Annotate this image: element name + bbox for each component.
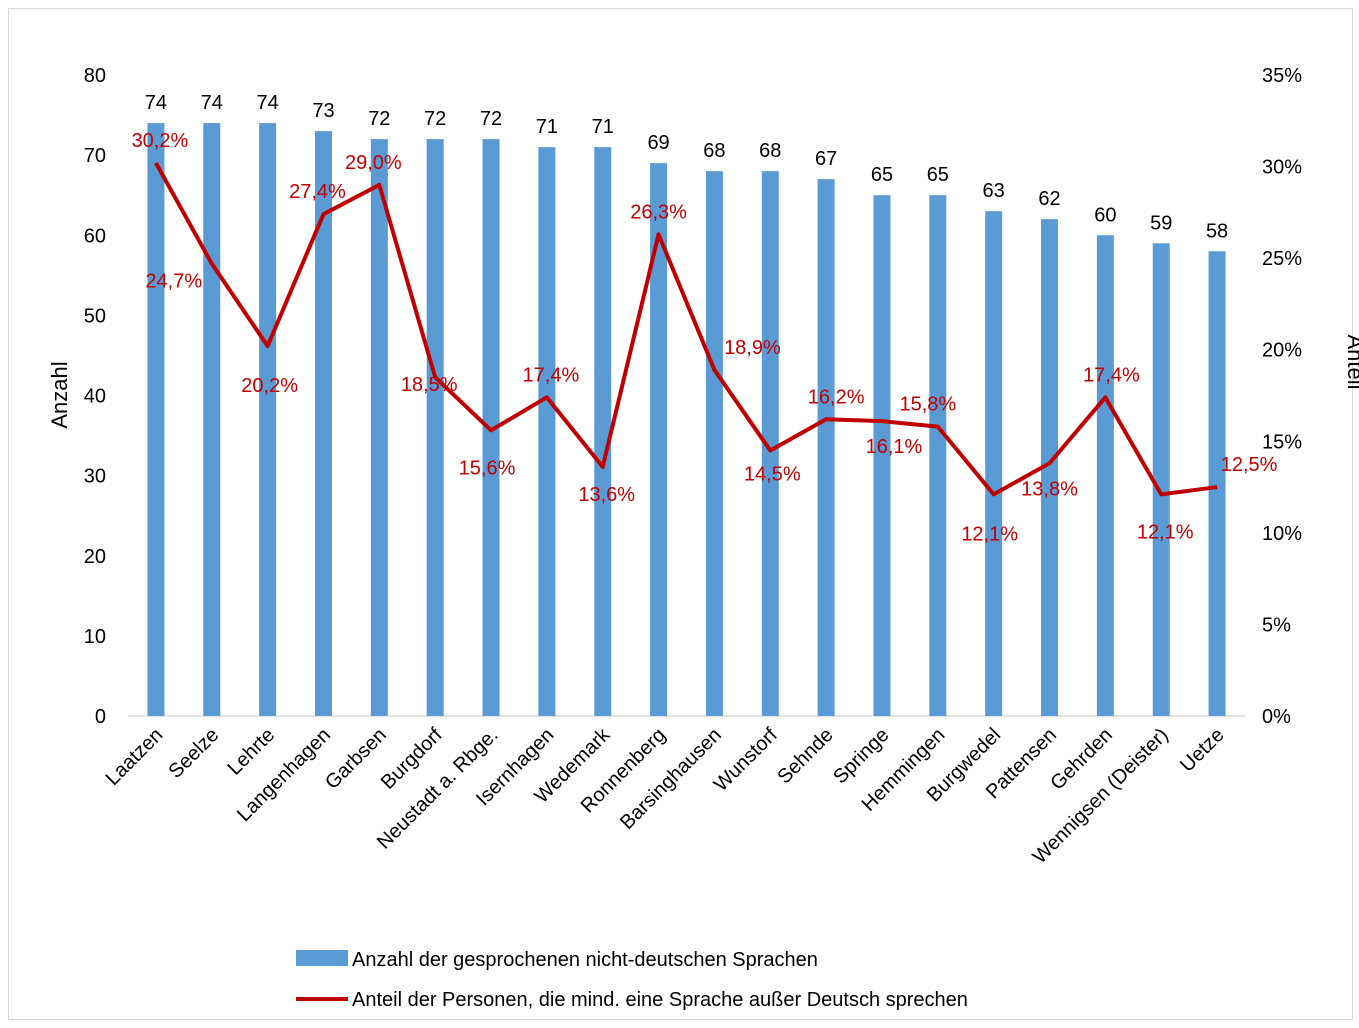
line-data-label: 30,2% [132,130,189,152]
line-labels: 30,2% 24,7% 20,2% 27,4% 29,0% 18,5% 15,6% 17,4%… [132,130,1278,545]
right-tick-label: 30% [1262,157,1302,179]
chart-frame [8,8,1353,1020]
bar-data-label: 72 [368,108,390,130]
bar [259,123,277,716]
legend: Anzahl der gesprochenen nicht-deutschen … [296,949,968,1011]
right-tick-label: 10% [1262,523,1302,545]
bar-data-label: 72 [480,108,502,130]
line-data-label: 15,8% [899,394,956,416]
left-tick-label: 70 [84,145,106,167]
line-data-label: 12,1% [1137,521,1194,543]
bar-data-label: 65 [927,164,949,186]
left-tick-label: 0 [95,706,106,728]
bar-data-label: 58 [1206,220,1228,242]
left-tick-label: 80 [84,65,106,87]
left-tick-label: 50 [84,305,106,327]
line-data-label: 26,3% [630,201,687,223]
line-data-label: 16,2% [808,386,865,408]
bar-data-label: 69 [647,132,669,154]
bar-data-label: 71 [592,116,614,138]
left-axis-ticks: 0 10 20 30 40 50 60 70 80 [84,65,106,728]
line-data-label: 18,5% [401,374,458,396]
legend-label-bar: Anzahl der gesprochenen nicht-deutschen … [352,949,818,971]
right-tick-label: 25% [1262,248,1302,270]
legend-swatch-bar [296,950,348,966]
line-data-label: 13,6% [578,484,635,506]
bar [1041,219,1059,716]
right-tick-label: 35% [1262,65,1302,87]
left-tick-label: 10 [84,626,106,648]
line-series [154,161,1218,497]
right-tick-label: 5% [1262,614,1291,636]
left-tick-label: 60 [84,225,106,247]
bar [1096,235,1114,716]
bar [538,147,556,717]
bar [1208,251,1226,716]
line-data-label: 27,4% [289,181,346,203]
legend-label-line: Anteil der Personen, die mind. eine Spra… [352,989,968,1011]
bar-data-label: 74 [145,92,167,114]
line-data-label: 17,4% [523,364,580,386]
right-axis-ticks: 0% 5% 10% 15% 20% 25% 30% 35% [1262,65,1302,728]
bar [594,147,612,717]
bar-data-label: 68 [703,140,725,162]
bars [147,123,1226,717]
left-tick-label: 20 [84,546,106,568]
right-tick-label: 20% [1262,340,1302,362]
bar [426,139,444,717]
bar-data-label: 73 [312,100,334,122]
bar-data-label: 63 [983,180,1005,202]
bar-data-label: 59 [1150,212,1172,234]
line-data-label: 29,0% [345,152,402,174]
category-label: Garbsen [321,724,391,794]
category-label: Seelze [165,724,224,783]
bar-data-label: 74 [201,92,223,114]
bar-data-label: 74 [257,92,279,114]
left-tick-label: 30 [84,466,106,488]
category-label: Sehnde [773,724,837,788]
category-label: Uetze [1176,724,1229,777]
bar [985,211,1003,716]
right-tick-label: 15% [1262,431,1302,453]
line-data-label: 15,6% [459,457,516,479]
bar [817,179,835,717]
bar-data-label: 62 [1038,188,1060,210]
line-data-label: 20,2% [241,375,298,397]
line-data-label: 16,1% [866,436,923,458]
bar [705,171,723,716]
bar-data-label: 65 [871,164,893,186]
bar [761,171,779,716]
bar [650,163,668,716]
left-tick-label: 40 [84,386,106,408]
line-data-label: 14,5% [744,463,801,485]
bar [1152,243,1170,716]
line-data-label: 17,4% [1083,364,1140,386]
category-label: Barsinghausen [616,724,726,834]
line-data-label: 12,5% [1221,454,1278,476]
bar-data-label: 72 [424,108,446,130]
bar [314,131,332,716]
bar [929,195,947,716]
line-data-label: 12,1% [961,523,1018,545]
bar-data-label: 68 [759,140,781,162]
left-axis-title: Anzahl [47,361,72,428]
right-axis-title: Anteil [1343,334,1359,389]
bar [370,139,388,717]
share-line [154,161,1218,497]
bar [873,195,891,716]
line-data-label: 13,8% [1021,478,1078,500]
bar-data-label: 60 [1094,204,1116,226]
bar-data-label: 67 [815,148,837,170]
line-data-label: 18,9% [724,337,781,359]
bar-labels: 74 74 74 73 72 72 72 71 71 69 68 68 67 65 65 63 62 60 59 58 [145,92,1228,242]
bar [147,123,165,716]
line-data-label: 24,7% [145,271,202,293]
category-label: Laatzen [102,724,168,790]
right-tick-label: 0% [1262,706,1291,728]
bar-data-label: 71 [536,116,558,138]
bar [203,123,221,716]
